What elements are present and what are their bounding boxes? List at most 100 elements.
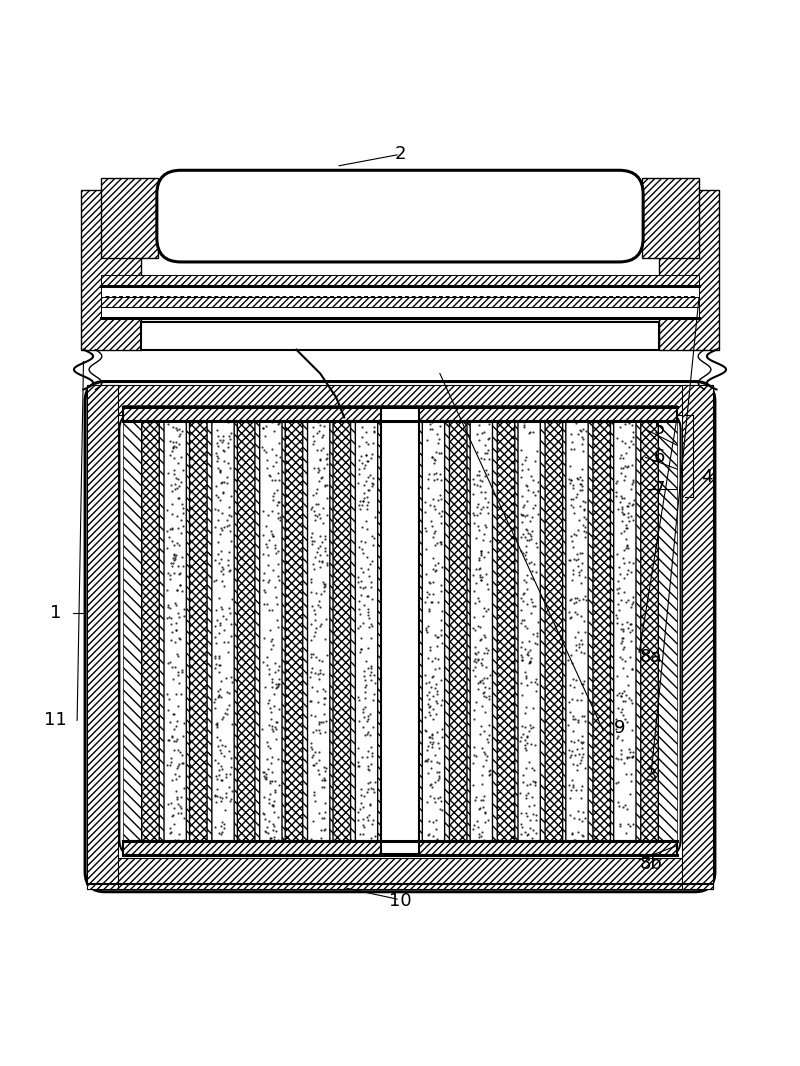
Point bbox=[433, 763, 446, 780]
Point bbox=[425, 414, 438, 431]
Point bbox=[170, 582, 183, 599]
Point bbox=[210, 729, 223, 746]
Point bbox=[478, 805, 491, 822]
Point bbox=[352, 757, 365, 774]
Point bbox=[170, 434, 182, 451]
Point bbox=[422, 696, 434, 713]
Point bbox=[621, 537, 634, 554]
Point bbox=[514, 732, 527, 749]
Point bbox=[170, 438, 182, 455]
Point bbox=[264, 522, 277, 539]
Point bbox=[576, 684, 589, 701]
Point bbox=[524, 527, 537, 544]
Point bbox=[575, 777, 588, 794]
Point bbox=[528, 497, 541, 514]
Point bbox=[366, 475, 379, 492]
Point bbox=[523, 655, 536, 672]
Point bbox=[162, 731, 175, 748]
Point bbox=[366, 435, 379, 452]
Point bbox=[267, 413, 280, 430]
Point bbox=[217, 427, 230, 445]
Point bbox=[306, 645, 319, 662]
Point bbox=[166, 659, 178, 676]
Point bbox=[478, 669, 490, 687]
Point bbox=[267, 423, 280, 440]
Point bbox=[165, 616, 178, 633]
Point bbox=[516, 507, 529, 524]
Point bbox=[515, 528, 528, 545]
Point bbox=[434, 834, 447, 851]
Point bbox=[168, 411, 181, 429]
Point bbox=[353, 691, 366, 708]
Point bbox=[362, 757, 374, 774]
Point bbox=[273, 508, 286, 526]
Point bbox=[470, 813, 483, 830]
Point bbox=[574, 575, 587, 592]
Point bbox=[614, 487, 627, 504]
Point bbox=[578, 645, 590, 662]
Point bbox=[482, 762, 495, 779]
Point bbox=[310, 648, 322, 665]
Point bbox=[619, 710, 632, 727]
Point bbox=[270, 713, 283, 730]
Point bbox=[354, 492, 366, 510]
Point bbox=[362, 619, 375, 636]
FancyBboxPatch shape bbox=[307, 408, 330, 853]
Point bbox=[431, 491, 444, 508]
Point bbox=[625, 765, 638, 782]
Point bbox=[353, 452, 366, 469]
Point bbox=[475, 697, 488, 714]
Point bbox=[517, 774, 530, 791]
Point bbox=[471, 589, 484, 607]
Point bbox=[176, 518, 189, 535]
Point bbox=[217, 561, 230, 578]
Point bbox=[166, 533, 178, 550]
Point bbox=[307, 459, 320, 477]
Point bbox=[306, 436, 319, 453]
Point bbox=[427, 451, 440, 468]
Point bbox=[526, 718, 539, 736]
Point bbox=[522, 481, 535, 498]
Point bbox=[167, 450, 180, 467]
Point bbox=[222, 778, 235, 795]
Point bbox=[217, 432, 230, 449]
Point bbox=[474, 450, 487, 467]
Point bbox=[269, 664, 282, 681]
Point bbox=[526, 789, 538, 806]
Text: 4: 4 bbox=[701, 468, 713, 486]
Point bbox=[530, 675, 543, 692]
Point bbox=[527, 699, 540, 716]
Point bbox=[469, 789, 482, 806]
Point bbox=[166, 808, 178, 825]
Point bbox=[520, 544, 533, 561]
Point bbox=[568, 409, 581, 426]
Point bbox=[621, 749, 634, 766]
Point bbox=[618, 755, 631, 772]
Point bbox=[175, 582, 188, 599]
Point bbox=[354, 801, 366, 818]
Bar bbox=[682, 385, 713, 889]
Point bbox=[622, 495, 635, 512]
Point bbox=[518, 451, 531, 468]
Point bbox=[422, 674, 435, 691]
Point bbox=[482, 441, 494, 458]
Point bbox=[474, 500, 487, 517]
Point bbox=[480, 602, 493, 619]
Point bbox=[522, 424, 535, 441]
Point bbox=[473, 549, 486, 566]
Point bbox=[309, 792, 322, 809]
Point bbox=[430, 705, 442, 722]
Point bbox=[261, 750, 274, 768]
Point bbox=[310, 619, 322, 636]
Point bbox=[221, 474, 234, 491]
Point bbox=[428, 498, 441, 515]
Point bbox=[614, 620, 627, 637]
Point bbox=[352, 689, 365, 706]
Point bbox=[210, 788, 223, 805]
Point bbox=[262, 695, 274, 712]
Point bbox=[222, 517, 235, 534]
Point bbox=[618, 554, 630, 571]
Point bbox=[422, 601, 435, 618]
Point bbox=[168, 552, 181, 569]
Point bbox=[418, 594, 431, 611]
